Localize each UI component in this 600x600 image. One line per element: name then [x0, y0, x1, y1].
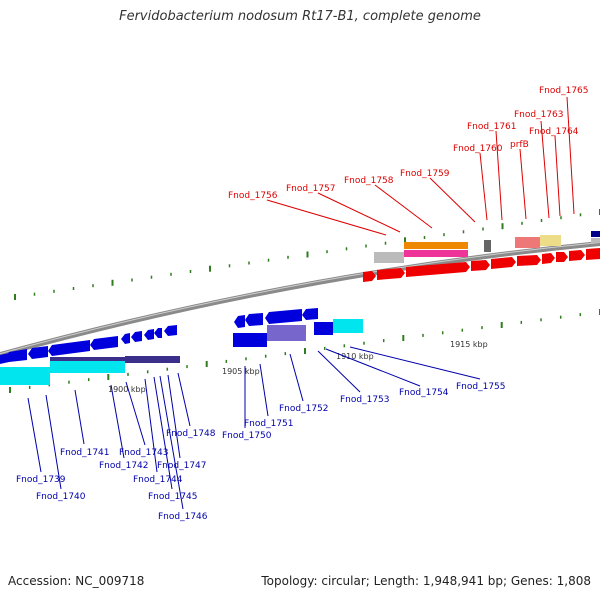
genome-backbone-highlight — [0, 241, 600, 355]
gene-feature[interactable] — [363, 271, 376, 282]
gene-feature[interactable] — [28, 346, 48, 359]
gene-feature[interactable] — [314, 322, 333, 335]
upper-leader-lines — [266, 96, 575, 236]
lower-gene-track — [0, 308, 363, 385]
gene-label[interactable]: Fnod_1765 — [539, 86, 589, 96]
gene-label[interactable]: Fnod_1741 — [60, 448, 110, 458]
gene-feature[interactable] — [569, 250, 585, 261]
gene-label[interactable]: Fnod_1763 — [514, 110, 564, 120]
kbp-labels: 1900 kbp 1905 kbp 1910 kbp 1915 kbp — [108, 340, 488, 394]
gene-label[interactable]: Fnod_1746 — [158, 512, 208, 522]
gene-feature[interactable] — [542, 253, 555, 264]
gene-feature[interactable] — [234, 315, 245, 328]
gene-feature[interactable] — [121, 333, 130, 344]
gene-label[interactable]: Fnod_1755 — [456, 382, 506, 392]
gene-feature[interactable] — [404, 250, 468, 257]
gene-feature[interactable] — [515, 237, 540, 248]
genome-summary-text: Topology: circular; Length: 1,948,941 bp… — [261, 574, 591, 588]
gene-label[interactable]: Fnod_1739 — [16, 475, 66, 485]
gene-feature[interactable] — [586, 248, 600, 260]
gene-feature[interactable] — [154, 328, 162, 338]
lower-gene-labels: Fnod_1739 Fnod_1740 Fnod_1741 Fnod_1742 … — [16, 382, 506, 522]
gene-label[interactable]: Fnod_1764 — [529, 127, 579, 137]
gene-label[interactable]: Fnod_1760 — [453, 144, 503, 154]
gene-feature[interactable] — [265, 309, 302, 324]
gene-label[interactable]: Fnod_1744 — [133, 475, 183, 485]
gene-feature[interactable] — [233, 333, 267, 347]
accession-text: Accession: NC_009718 — [8, 574, 145, 588]
gene-label[interactable]: Fnod_1751 — [244, 419, 294, 429]
gene-feature[interactable] — [471, 260, 490, 271]
kbp-label-1915: 1915 kbp — [450, 340, 488, 349]
gene-feature[interactable] — [245, 313, 263, 326]
gene-label[interactable]: Fnod_1750 — [222, 431, 272, 441]
gene-feature[interactable] — [50, 361, 125, 373]
gene-feature[interactable] — [404, 242, 468, 249]
gene-label[interactable]: Fnod_1754 — [399, 388, 449, 398]
gene-label[interactable]: Fnod_1756 — [228, 191, 278, 201]
gene-feature[interactable] — [48, 340, 90, 356]
gene-feature[interactable] — [302, 308, 318, 320]
gene-feature[interactable] — [484, 240, 491, 252]
gene-label[interactable]: Fnod_1748 — [166, 429, 216, 439]
gene-feature[interactable] — [556, 252, 568, 262]
gene-label[interactable]: Fnod_1753 — [340, 395, 390, 405]
gene-label[interactable]: Fnod_1747 — [157, 461, 207, 471]
gene-feature[interactable] — [591, 238, 600, 243]
gene-feature[interactable] — [0, 367, 50, 385]
gene-feature[interactable] — [491, 257, 516, 269]
gene-label[interactable]: Fnod_1757 — [286, 184, 336, 194]
gene-feature[interactable] — [90, 336, 118, 350]
gene-feature[interactable] — [406, 262, 470, 277]
map-title: Fervidobacterium nodosum Rt17-B1, comple… — [119, 9, 481, 24]
gene-label[interactable]: Fnod_1745 — [148, 492, 198, 502]
gene-feature[interactable] — [50, 357, 125, 361]
lower-leader-lines — [27, 346, 481, 510]
gene-feature[interactable] — [517, 255, 541, 266]
gene-feature[interactable] — [5, 349, 27, 362]
gene-feature[interactable] — [144, 329, 154, 340]
gene-label[interactable]: Fnod_1759 — [400, 169, 450, 179]
kbp-label-1900: 1900 kbp — [108, 385, 146, 394]
gene-feature[interactable] — [374, 252, 404, 263]
upper-gene-labels: Fnod_1756 Fnod_1757 Fnod_1758 Fnod_1759 … — [228, 86, 589, 201]
upper-gene-track — [363, 231, 600, 282]
gene-label[interactable]: Fnod_1743 — [119, 448, 169, 458]
gene-feature[interactable] — [540, 235, 561, 246]
gene-label[interactable]: Fnod_1740 — [36, 492, 86, 502]
gene-feature[interactable] — [591, 231, 600, 237]
gene-feature[interactable] — [125, 356, 180, 363]
gene-feature[interactable] — [267, 325, 306, 341]
gene-label[interactable]: Fnod_1761 — [467, 122, 517, 132]
genome-backbone — [0, 240, 600, 358]
gene-label[interactable]: Fnod_1742 — [99, 461, 149, 471]
gene-feature[interactable] — [377, 268, 405, 280]
gene-label[interactable]: Fnod_1758 — [344, 176, 394, 186]
kbp-label-1910: 1910 kbp — [336, 352, 374, 361]
gene-label[interactable]: Fnod_1752 — [279, 404, 329, 414]
gene-feature[interactable] — [164, 325, 177, 336]
gene-feature[interactable] — [131, 331, 142, 342]
gene-feature[interactable] — [333, 319, 363, 333]
kbp-label-1905: 1905 kbp — [222, 367, 260, 376]
gene-label[interactable]: prfB — [510, 140, 529, 150]
